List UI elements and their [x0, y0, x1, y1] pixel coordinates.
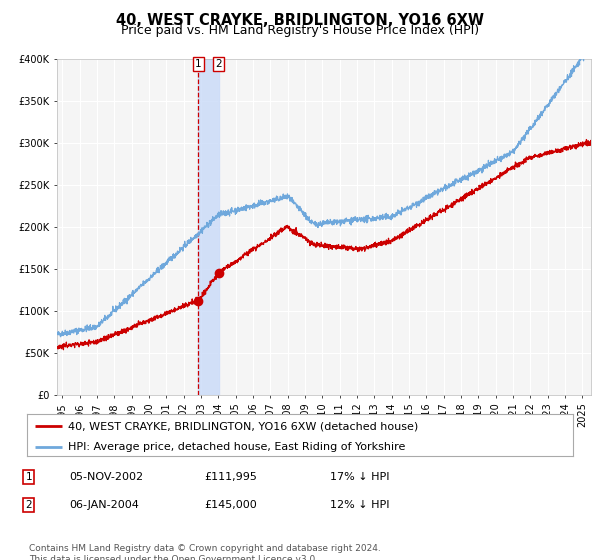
Text: 05-NOV-2002: 05-NOV-2002 — [69, 472, 143, 482]
Text: £111,995: £111,995 — [204, 472, 257, 482]
Bar — [199, 59, 218, 395]
Text: 40, WEST CRAYKE, BRIDLINGTON, YO16 6XW: 40, WEST CRAYKE, BRIDLINGTON, YO16 6XW — [116, 13, 484, 28]
Text: 06-JAN-2004: 06-JAN-2004 — [69, 500, 139, 510]
Text: 12% ↓ HPI: 12% ↓ HPI — [330, 500, 389, 510]
Text: 1: 1 — [195, 59, 202, 69]
Text: 2: 2 — [25, 500, 32, 510]
Text: 40, WEST CRAYKE, BRIDLINGTON, YO16 6XW (detached house): 40, WEST CRAYKE, BRIDLINGTON, YO16 6XW (… — [68, 421, 418, 431]
Text: 17% ↓ HPI: 17% ↓ HPI — [330, 472, 389, 482]
Text: £145,000: £145,000 — [204, 500, 257, 510]
Text: HPI: Average price, detached house, East Riding of Yorkshire: HPI: Average price, detached house, East… — [68, 442, 406, 452]
Text: Price paid vs. HM Land Registry's House Price Index (HPI): Price paid vs. HM Land Registry's House … — [121, 24, 479, 37]
Text: 2: 2 — [215, 59, 222, 69]
Text: Contains HM Land Registry data © Crown copyright and database right 2024.
This d: Contains HM Land Registry data © Crown c… — [29, 544, 380, 560]
Text: 1: 1 — [25, 472, 32, 482]
